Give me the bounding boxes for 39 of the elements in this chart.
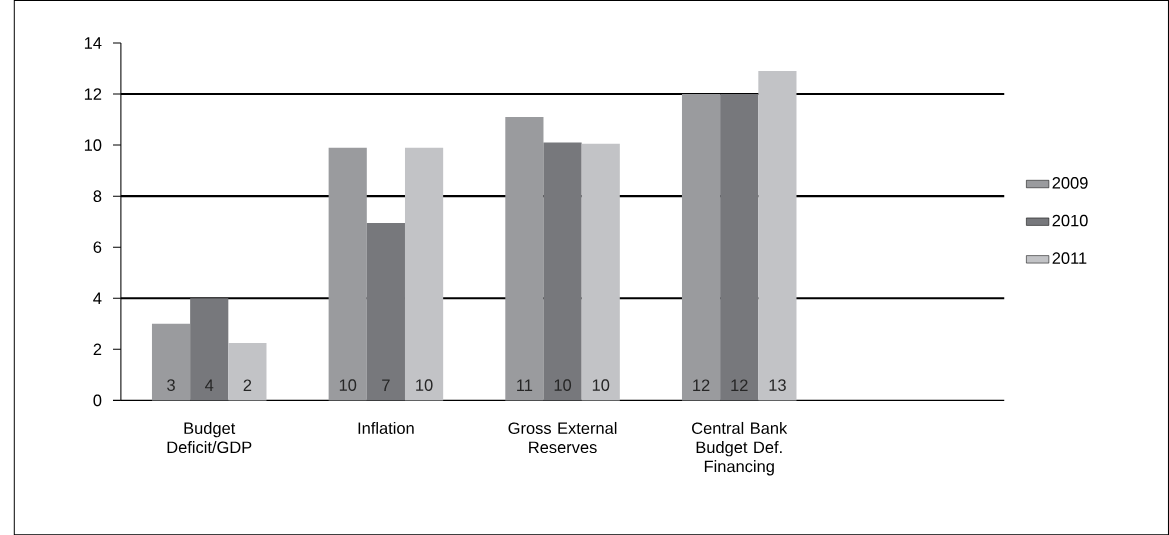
bar [151,323,191,401]
legend-label: 2009 [1052,176,1088,189]
bar [228,342,267,401]
y-tick-label: 14 [84,37,102,49]
x-tick-label: Budget Deficit/GDP [167,421,252,454]
bar [758,70,797,401]
y-tick-label: 2 [93,343,102,355]
x-tick-label: Central Bank Budget Def. Financing [692,421,788,476]
legend-label: 2011 [1052,252,1087,264]
y-tick-label: 10 [84,139,102,151]
bar [720,93,759,401]
bar [328,147,367,401]
data-label: 12 [731,379,748,391]
data-label: 12 [693,379,710,391]
data-label: 2 [243,379,252,391]
data-label: 13 [769,379,786,391]
data-label: 3 [167,379,175,391]
bar [543,142,582,401]
data-label: 7 [382,379,390,391]
bar [681,93,721,401]
data-label: 4 [205,379,214,391]
y-tick-label: 12 [84,88,102,100]
legend-label: 2010 [1052,214,1088,227]
y-tick-label: 4 [93,292,102,304]
data-label: 10 [339,379,357,391]
x-tick-label: Gross External Reserves [508,421,617,454]
data-label: 10 [554,379,572,391]
bar [505,116,544,401]
data-label: 11 [517,379,533,391]
y-tick-label: 8 [93,190,102,202]
y-tick-label: 0 [93,394,102,407]
x-tick-label: Inflation [358,421,414,434]
data-label: 10 [592,379,610,391]
y-tick-label: 6 [93,241,102,253]
bar [404,147,444,401]
data-label: 10 [416,379,433,391]
bar [190,298,229,401]
bar [581,143,620,401]
bar [366,222,405,401]
